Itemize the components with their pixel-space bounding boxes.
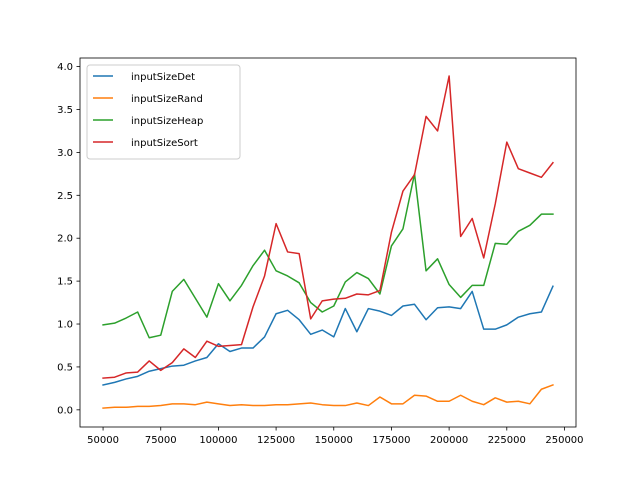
series-line-inputsizedet <box>102 285 554 386</box>
y-tick-label: 2.5 <box>57 191 73 202</box>
y-tick-label: 4.0 <box>57 62 73 73</box>
x-tick-label: 200000 <box>430 435 468 446</box>
x-tick-label: 150000 <box>315 435 353 446</box>
legend-label-inputsizesort: inputSizeSort <box>131 138 198 149</box>
y-tick-label: 1.0 <box>57 320 73 331</box>
x-tick-label: 250000 <box>545 435 583 446</box>
legend-label-inputsizeheap: inputSizeHeap <box>131 116 203 127</box>
series-line-inputsizerand <box>102 383 554 409</box>
axes-frame <box>79 57 577 428</box>
x-tick-label: 225000 <box>488 435 526 446</box>
legend-label-inputsizerand: inputSizeRand <box>131 94 203 105</box>
series-line-inputsizesort <box>102 75 554 379</box>
legend-label-inputsizedet: inputSizeDet <box>131 72 195 83</box>
x-tick-label: 175000 <box>372 435 410 446</box>
legend-box <box>86 64 241 160</box>
x-tick-label: 75000 <box>145 435 177 446</box>
x-tick-label: 50000 <box>87 435 119 446</box>
series-layer <box>102 75 554 409</box>
legend: inputSizeDet inputSizeRand inputSizeHeap in… <box>86 64 241 160</box>
series-line-inputsizeheap <box>102 173 554 339</box>
y-tick-label: 1.5 <box>57 277 73 288</box>
y-tick-label: 3.0 <box>57 148 73 159</box>
y-tick-label: 0.5 <box>57 362 73 373</box>
x-tick-label: 100000 <box>199 435 237 446</box>
x-tick-label: 125000 <box>257 435 295 446</box>
y-tick-label: 3.5 <box>57 105 73 116</box>
axes-layer: 50000 75000 100000 125000 150000 175000 200000… <box>57 57 584 446</box>
y-tick-label: 2.0 <box>57 234 73 245</box>
y-tick-label: 0.0 <box>57 405 73 416</box>
